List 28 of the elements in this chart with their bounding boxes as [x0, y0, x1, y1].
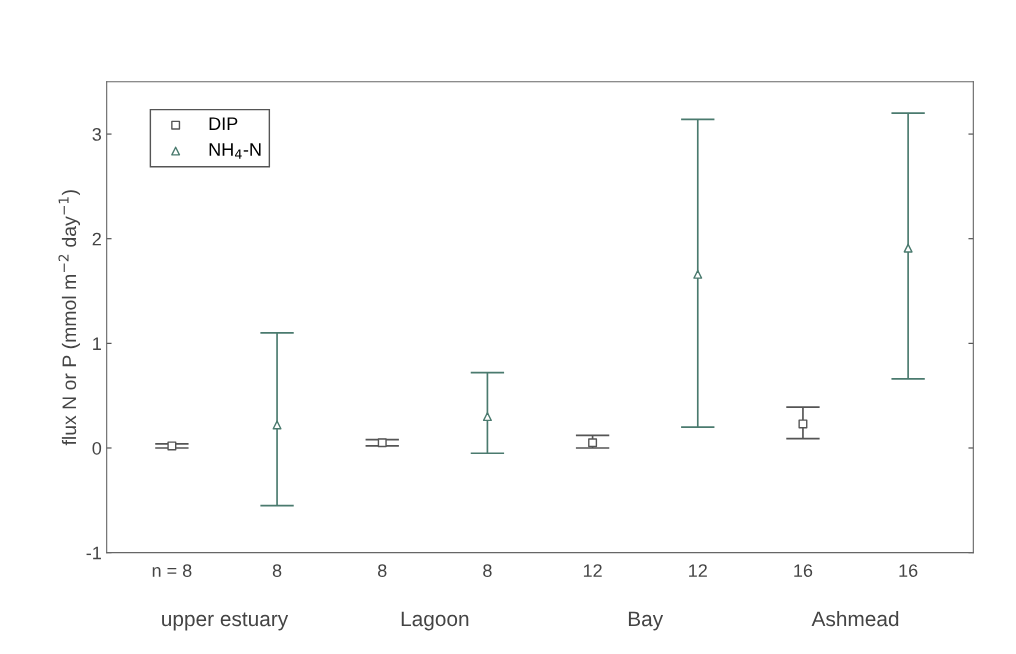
y-tick-label: 2: [92, 232, 101, 246]
point: [482, 412, 492, 422]
x-tick-label: 12: [583, 564, 602, 577]
y-tick-label: 3: [92, 128, 102, 141]
x-tick-label: 8: [483, 564, 492, 577]
x-tick-label: 8: [378, 564, 387, 577]
legend-label: NH$_{4}$-N: [209, 143, 261, 159]
point: [167, 441, 177, 451]
x-tick-label: 12: [689, 564, 707, 577]
point: [798, 419, 808, 429]
point: [272, 420, 282, 430]
legend-label: DIP: [209, 117, 238, 130]
text: Lagoon: [401, 611, 469, 631]
point: [903, 243, 913, 253]
x-tick-label: 16: [794, 564, 813, 577]
y-tick-label: 0: [92, 441, 102, 455]
text: Ashmead: [811, 610, 899, 627]
x-tick-label: 8: [272, 564, 282, 577]
x-tick-label: n = 8: [152, 564, 192, 577]
point: [693, 269, 703, 279]
y-axis-title: flux N or P (mmol m$^{−2}$ day$^{−1}$): [58, 190, 81, 446]
text: Bay: [628, 611, 664, 631]
point: [377, 438, 387, 448]
y-tick-label: 1: [93, 337, 101, 350]
text: upper estuary: [162, 612, 289, 631]
x-tick-label: 16: [899, 564, 918, 577]
y-tick-label: -1: [86, 546, 101, 560]
point: [588, 438, 598, 448]
